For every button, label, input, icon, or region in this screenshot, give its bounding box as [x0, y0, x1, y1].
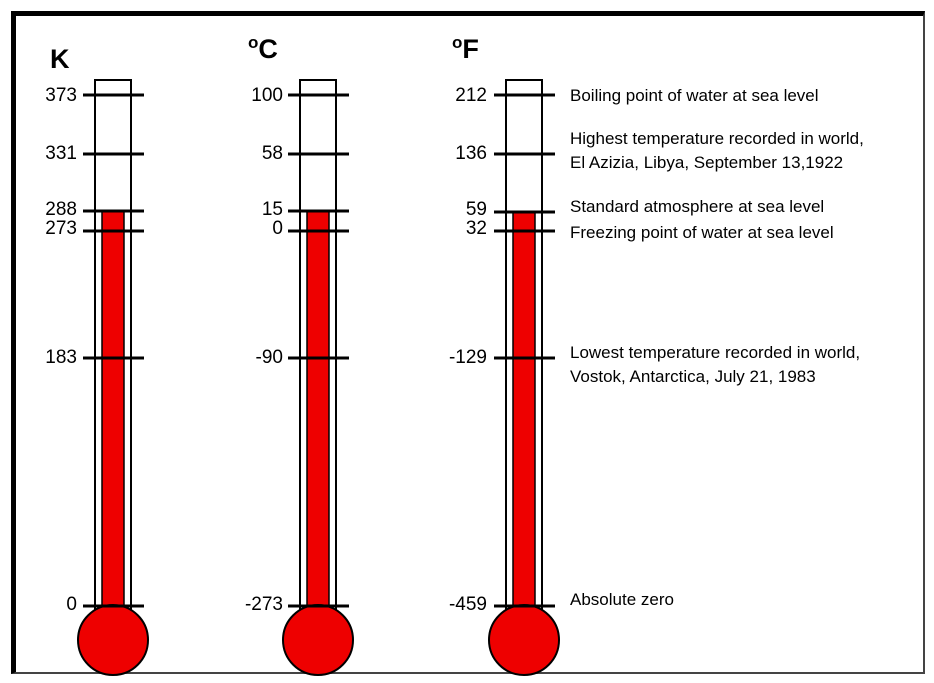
- tick-label: -90: [256, 347, 283, 368]
- tick-label: 373: [45, 85, 77, 106]
- label-lowest-temperature: Lowest temperature recorded in world,: [570, 343, 860, 362]
- unit-label-kelvin: K: [50, 44, 70, 74]
- mercury-column-kelvin: [101, 210, 125, 621]
- tick-label: 288: [45, 199, 77, 220]
- thermometer-bulb-fahrenheit: [488, 604, 560, 676]
- label-absolute-zero: Absolute zero: [570, 590, 674, 609]
- tick-label: 212: [455, 85, 487, 106]
- unit-label-celsius: oC: [248, 33, 278, 64]
- label-highest-temperature: Highest temperature recorded in world,: [570, 129, 864, 148]
- tick-label: 32: [466, 218, 487, 239]
- tick-label: -129: [449, 347, 487, 368]
- tick-label: 331: [45, 143, 77, 164]
- tick-label: 58: [262, 143, 283, 164]
- tick-label: 0: [272, 218, 283, 239]
- thermometer-bulb-celsius: [282, 604, 354, 676]
- tick-label: -459: [449, 594, 487, 615]
- label-highest-temperature-location: El Azizia, Libya, September 13,1922: [570, 153, 843, 172]
- mercury-column-celsius: [306, 210, 330, 621]
- unit-label-fahrenheit: oF: [452, 33, 479, 64]
- tick-label: 273: [45, 218, 77, 239]
- tick-label: 136: [455, 143, 487, 164]
- tick-label: 59: [466, 199, 487, 220]
- tick-label: 0: [66, 594, 77, 615]
- tick-label: 183: [45, 347, 77, 368]
- mercury-column-fahrenheit: [512, 211, 536, 621]
- diagram-frame: [11, 11, 925, 674]
- tick-label: -273: [245, 594, 283, 615]
- tick-label: 15: [262, 199, 283, 220]
- label-standard-atmosphere: Standard atmosphere at sea level: [570, 197, 824, 216]
- label-boiling-point: Boiling point of water at sea level: [570, 86, 819, 105]
- label-freezing-point: Freezing point of water at sea level: [570, 223, 834, 242]
- tick-label: 100: [251, 85, 283, 106]
- thermometer-bulb-kelvin: [77, 604, 149, 676]
- label-lowest-temperature-location: Vostok, Antarctica, July 21, 1983: [570, 367, 816, 386]
